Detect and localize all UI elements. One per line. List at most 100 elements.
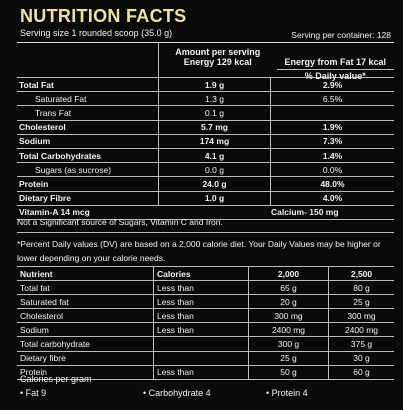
amount: 0.0 g [159, 163, 271, 177]
dv-row: Sodium Less than 2400 mg 2400 mg [17, 323, 394, 338]
dv-cell: Total carbohydrate [17, 337, 154, 351]
amount: 174 mg [159, 134, 271, 148]
dv-cell: 65 g [249, 281, 329, 295]
calories-item: • Protein 4 [266, 388, 308, 398]
serving-size: Serving size 1 rounded scoop (35.0 g) [20, 28, 173, 38]
calories-items: • Fat 9 • Carbohydrate 4 • Protein 4 [20, 388, 390, 398]
daily-value: 1.9% [322, 122, 343, 133]
amount: 1.9 g [159, 78, 271, 92]
dv-cell: 300 mg [347, 310, 376, 321]
nutrient-row: Protein 24.0 g 48.0% [17, 177, 394, 192]
dv-row: Total fat Less than 65 g 80 g [17, 281, 394, 296]
dv-cell: 80 g [353, 282, 370, 293]
daily-value: 0.0% [322, 164, 343, 175]
nutrient-name: Protein [17, 177, 159, 191]
nutrient-row: Dietary Fibre 1.0 g 4.0% [17, 191, 394, 206]
dv-row: Cholesterol Less than 300 mg 300 mg [17, 309, 394, 324]
dv-cell: 50 g [249, 365, 329, 379]
vitamin: Vitamin-A 14 mcg [19, 207, 90, 218]
daily-value: 4.0% [322, 193, 343, 204]
dv-cell: Total fat [17, 281, 154, 295]
dv-cell: 60 g [353, 367, 370, 378]
calories-item: • Carbohydrate 4 [143, 388, 211, 398]
energy-fat: Energy from Fat 17 kcal [284, 57, 387, 67]
dv-cell [154, 337, 249, 351]
daily-value: 1.4% [322, 150, 343, 161]
dv-cell [154, 351, 249, 365]
dv-row: Dietary fibre 25 g 30 g [17, 351, 394, 366]
dv-cell: 30 g [353, 353, 370, 364]
nutrient-name: Cholesterol [17, 120, 159, 134]
dv-cell: 20 g [249, 295, 329, 309]
note: *Percent Daily values (DV) are based on … [17, 232, 394, 265]
dv-cell: 300 mg [249, 309, 329, 323]
header-cell: Calories [154, 267, 249, 281]
calcium: Calcium- 150 mg [271, 207, 339, 218]
dv-row: Saturated fat Less than 20 g 25 g [17, 295, 394, 310]
nutrient-row: Saturated Fat 1.3 g 6.5% [17, 92, 394, 107]
nutrition-table: Amount per serving Energy 129 kcal Energ… [17, 42, 394, 220]
calories-item: • Fat 9 [20, 388, 47, 398]
dv-cell: 300 g [249, 337, 329, 351]
amount-heading: Amount per serving [175, 47, 261, 57]
amount: 1.3 g [159, 92, 271, 106]
dv-row: Total carbohydrate 300 g 375 g [17, 337, 394, 352]
rows: Total Fat 1.9 g 2.9% Saturated Fat 1.3 g 6.5%… [17, 78, 394, 206]
nutrient-row: Sodium 174 mg 7.3% [17, 134, 394, 149]
dv-table: Nutrient Calories 2,000 2,500 Total fat Less … [17, 266, 394, 380]
dv-cell: 375 g [350, 339, 373, 350]
dv-row: Protein Less than 50 g 60 g [17, 365, 394, 380]
dv-cell: Less than [154, 295, 249, 309]
dv-cell: Cholesterol [17, 309, 154, 323]
table-header: Amount per serving Energy 129 kcal Energ… [17, 42, 394, 81]
dv-cell: Less than [154, 281, 249, 295]
vitamin-row: Vitamin-A 14 mcg Calcium- 150 mg [17, 206, 394, 220]
dv-cell: Less than [154, 365, 249, 379]
amount: 1.0 g [159, 191, 271, 205]
nutrient-name: Saturated Fat [17, 92, 159, 106]
dv-cell: 2400 mg [249, 323, 329, 337]
header-cell: 2,000 [249, 267, 329, 281]
amount-header: Amount per serving Energy 129 kcal [159, 43, 277, 81]
nutrient-row: Sugars (as sucrose) 0.0 g 0.0% [17, 163, 394, 178]
nutrient-row: Cholesterol 5.7 mg 1.9% [17, 120, 394, 135]
calories-heading: Calories per gram [20, 374, 92, 384]
nutrient-row: Total Carbohydrates 4.1 g 1.4% [17, 148, 394, 164]
dv-cell: 25 g [249, 351, 329, 365]
blank-cell [17, 43, 159, 81]
nutrient-name: Total Fat [17, 78, 159, 92]
amount: 5.7 mg [159, 120, 271, 134]
dv-cell: Sodium [17, 323, 154, 337]
servings: Serving per container: 128 [291, 30, 391, 40]
amount: 24.0 g [159, 177, 271, 191]
dv-cell: Less than [154, 323, 249, 337]
nutrient-name: Sodium [17, 134, 159, 148]
daily-value: 2.9% [322, 79, 343, 90]
dv-header-row: Nutrient Calories 2,000 2,500 [17, 267, 394, 282]
header-cell: 2,500 [350, 268, 373, 279]
nutrient-name: Total Carbohydrates [17, 148, 159, 163]
label: NUTRITION FACTS Serving size 1 rounded s… [14, 4, 397, 406]
note: Not a Significant source of Sugars, Vita… [17, 217, 223, 227]
title: NUTRITION FACTS [20, 6, 187, 26]
daily-value: 7.3% [322, 136, 343, 147]
dv-cell: Dietary fibre [17, 351, 154, 365]
header-cell: Nutrient [17, 267, 154, 281]
dv-cell: Protein [17, 365, 154, 379]
amount: 0.1 g [159, 106, 271, 120]
daily-value: 6.5% [322, 93, 343, 104]
dv-cell: Less than [154, 309, 249, 323]
dv-cell: 2400 mg [344, 324, 379, 335]
nutrient-name: Sugars (as sucrose) [17, 163, 159, 177]
energy: Energy 129 kcal [183, 57, 252, 67]
daily-value: 48.0% [320, 178, 345, 189]
dv-heading: % Daily value* [276, 69, 394, 81]
energy-fat-header: Energy from Fat 17 kcal % Daily value* [276, 43, 394, 81]
nutrient-name: Dietary Fibre [17, 191, 159, 205]
nutrient-row: Total Fat 1.9 g 2.9% [17, 78, 394, 93]
nutrient-row: Trans Fat 0.1 g [17, 106, 394, 121]
amount: 4.1 g [159, 148, 271, 163]
dv-cell: Saturated fat [17, 295, 154, 309]
daily-value [271, 106, 394, 119]
